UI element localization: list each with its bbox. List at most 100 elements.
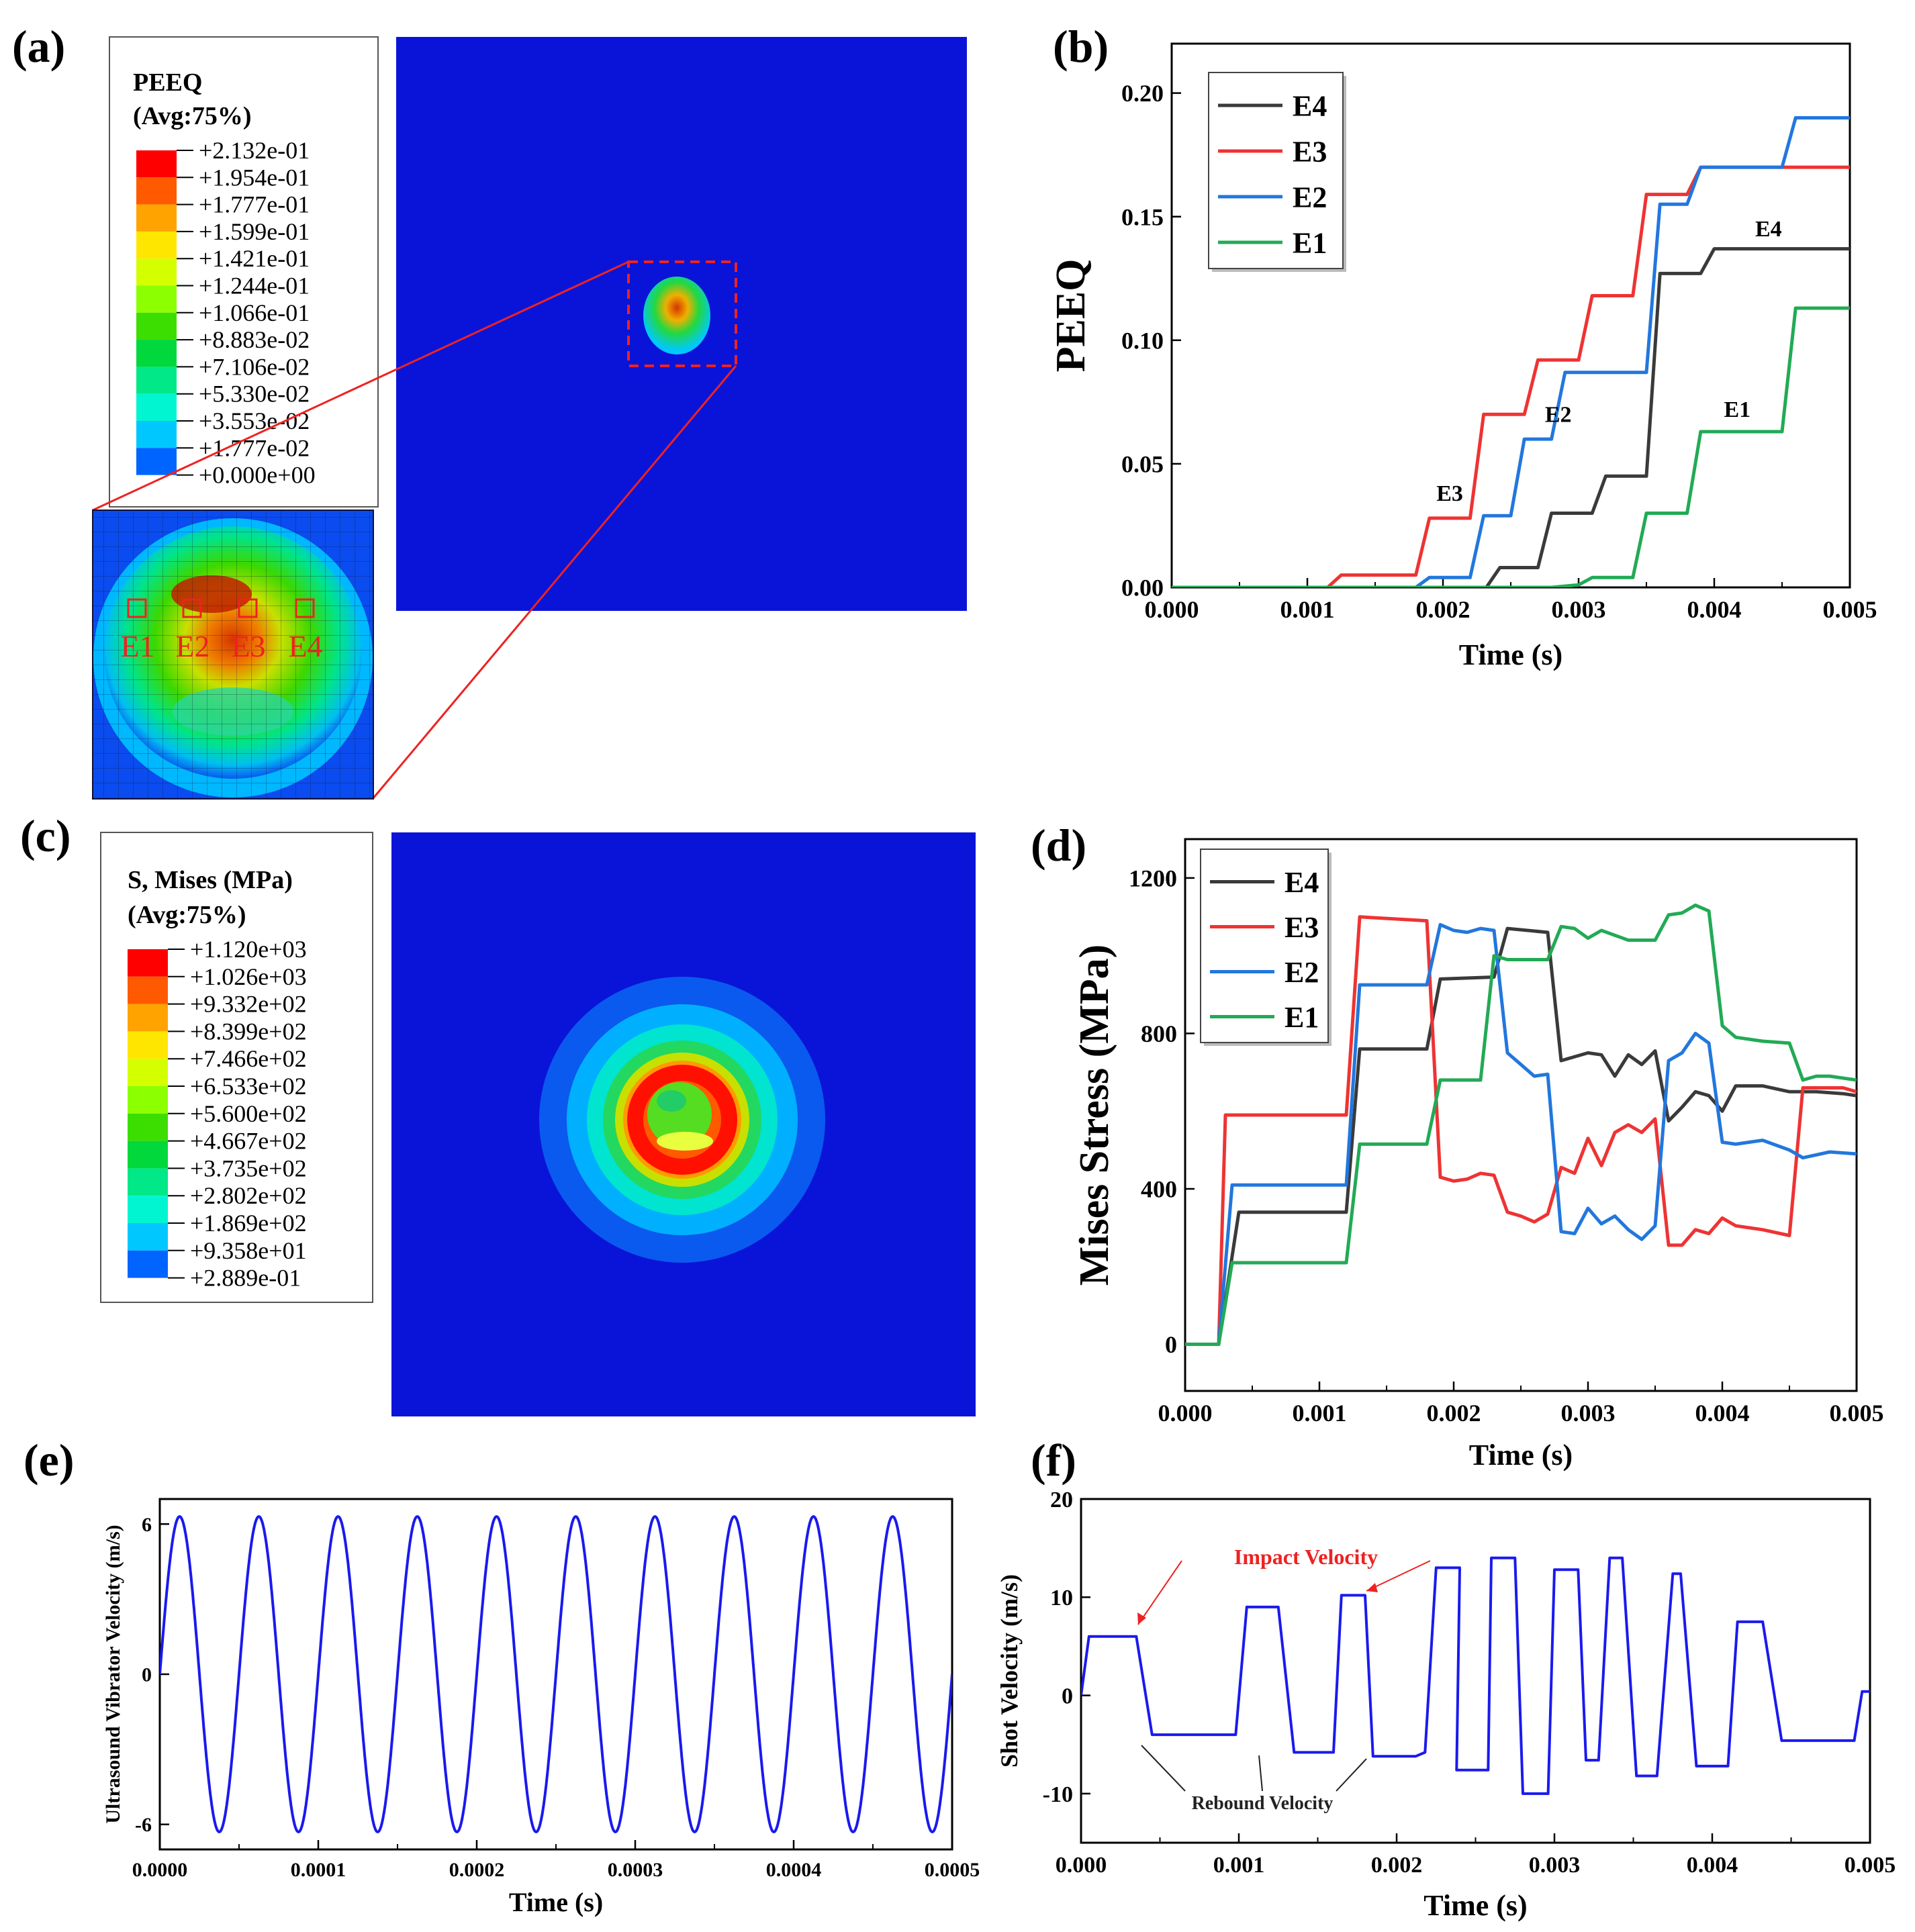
panel-e: (e) 0.0000 0.0001 0.0002 0.0003 0.0004 0.0005… — [24, 1435, 980, 1917]
x-tick-label: 0.0003 — [608, 1859, 663, 1881]
vibrator-velocity-chart: 0.0000 0.0001 0.0002 0.0003 0.0004 0.0005 -6 0 6… — [102, 1498, 980, 1917]
y-tick-label: 6 — [142, 1514, 152, 1536]
y-axis-title: PEEQ — [1048, 259, 1094, 373]
y-tick-label: 0 — [1062, 1684, 1073, 1708]
legend-label: E3 — [1293, 135, 1327, 168]
x-tick-label: 0.0000 — [132, 1859, 188, 1881]
contour-swatch — [128, 1168, 168, 1196]
curve-label: E3 — [1436, 481, 1463, 506]
contour-swatch — [136, 367, 177, 394]
y-tick-label: 0 — [1165, 1331, 1177, 1358]
contour-value: +7.466e+02 — [190, 1045, 307, 1072]
contour-value: +6.533e+02 — [190, 1073, 307, 1100]
panel-d-label: (d) — [1031, 820, 1086, 871]
curve-label: E2 — [1545, 402, 1572, 427]
contour-value: +8.399e+02 — [190, 1018, 307, 1045]
series-line-E4 — [1185, 926, 1857, 1346]
y-tick-label: 10 — [1050, 1586, 1073, 1610]
panel-c: (c) S, Mises (MPa) (Avg:75%) +1.120e+03+… — [20, 810, 976, 1416]
contour-value: +1.066e-01 — [199, 299, 310, 326]
contour-swatch — [136, 204, 177, 232]
x-tick-label: 0.0005 — [925, 1859, 980, 1881]
legend-label: E1 — [1293, 226, 1327, 259]
contour-swatch — [128, 949, 168, 977]
panel-a-label: (a) — [12, 21, 65, 72]
y-tick-label: 400 — [1141, 1176, 1177, 1203]
y-tick-label: 800 — [1141, 1020, 1177, 1047]
contour-value: +0.000e+00 — [199, 462, 316, 489]
series-line-E3 — [1185, 915, 1857, 1346]
element-marker-box — [127, 598, 147, 618]
x-tick-label: 0.003 — [1552, 596, 1606, 623]
panel-f: (f) 0.000 0.001 0.002 0.003 0.004 0.005 -10 0 10… — [996, 1435, 1896, 1922]
contour-value: +5.600e+02 — [190, 1100, 307, 1127]
contour-value: +7.106e-02 — [199, 353, 310, 380]
contour-value: +2.889e-01 — [190, 1265, 301, 1292]
y-tick-label: 0 — [142, 1664, 152, 1686]
y-tick-label: 20 — [1050, 1488, 1073, 1512]
peeq-zoom-inset — [92, 510, 374, 800]
contour-value: +1.120e+03 — [190, 936, 307, 963]
x-tick-label: 0.0001 — [291, 1859, 346, 1881]
contour-value: +4.667e+02 — [190, 1128, 307, 1155]
x-tick-label: 0.002 — [1416, 596, 1470, 623]
x-tick-label: 0.001 — [1280, 596, 1335, 623]
contour-swatch — [128, 976, 168, 1004]
panel-f-label: (f) — [1031, 1435, 1076, 1486]
contour-value: +2.132e-01 — [199, 137, 310, 164]
contour-swatch — [136, 150, 177, 178]
contour-value: +1.869e+02 — [190, 1210, 307, 1237]
contour-swatch — [128, 1086, 168, 1114]
contour-swatch — [136, 231, 177, 259]
contour-swatch — [128, 1113, 168, 1141]
y-tick-label: 0.20 — [1121, 80, 1164, 107]
shot-velocity-chart: 0.000 0.001 0.002 0.003 0.004 0.005 -10 0 10 20 Ti… — [996, 1488, 1896, 1922]
x-tick-label: 0.005 — [1823, 596, 1877, 623]
x-axis-title: Time (s) — [1423, 1889, 1527, 1922]
element-marker-box — [238, 598, 258, 618]
y-tick-label: 0.05 — [1121, 451, 1164, 478]
contour-swatch — [136, 448, 177, 475]
contour-swatch — [128, 1196, 168, 1223]
x-tick-label: 0.0004 — [766, 1859, 822, 1881]
contour-value: +1.421e-01 — [199, 245, 310, 272]
element-marker-box — [182, 598, 202, 618]
element-marker-label: E1 — [120, 629, 154, 663]
zoom-line-bottom — [371, 365, 737, 800]
element-marker-box — [295, 598, 315, 618]
series-line-E1 — [1172, 306, 1850, 587]
y-axis-title: Mises Stress (MPa) — [1072, 945, 1117, 1286]
x-tick-label: 0.003 — [1561, 1400, 1616, 1427]
mises-legend-avg: (Avg:75%) — [128, 901, 246, 929]
x-tick-label: 0.0002 — [449, 1859, 505, 1881]
series-line-E2 — [1172, 116, 1850, 587]
y-tick-label: 0.15 — [1121, 203, 1164, 230]
contour-swatch — [136, 258, 177, 286]
x-tick-label: 0.000 — [1158, 1400, 1213, 1427]
mises-time-chart: 0.000 0.001 0.002 0.003 0.004 0.005 0 400 800 120… — [1072, 838, 1884, 1471]
series-group — [1172, 116, 1850, 587]
contour-swatch — [128, 1031, 168, 1059]
contour-value: +2.802e+02 — [190, 1182, 307, 1209]
y-axis-title: Ultrasound Vibrator Velocity (m/s) — [102, 1525, 124, 1823]
legend-label: E1 — [1285, 1001, 1319, 1034]
contour-value: +1.599e-01 — [199, 218, 310, 245]
element-marker-label: E4 — [288, 629, 322, 663]
contour-swatch — [136, 421, 177, 448]
peeq-time-chart: 0.000 0.001 0.002 0.003 0.004 0.005 0.00 0.05 0.… — [1048, 42, 1877, 671]
contour-value: +1.244e-01 — [199, 273, 310, 299]
element-marker-label: E2 — [175, 629, 209, 663]
contour-value: +9.332e+02 — [190, 991, 307, 1018]
contour-swatch — [128, 1250, 168, 1278]
x-tick-label: 0.004 — [1687, 596, 1742, 623]
mises-contour-legend: +1.120e+03+1.026e+03+9.332e+02+8.399e+02… — [128, 936, 307, 1292]
element-marker-label: E3 — [231, 629, 265, 663]
legend-label: E2 — [1293, 181, 1327, 213]
series-line-E1 — [1185, 903, 1857, 1346]
x-axis-title: Time (s) — [1459, 638, 1562, 671]
panel-b-label: (b) — [1053, 21, 1109, 72]
peeq-indent-spot — [643, 277, 710, 354]
rebound-arrow-1 — [1141, 1745, 1186, 1792]
peeq-legend-avg: (Avg:75%) — [133, 102, 252, 130]
